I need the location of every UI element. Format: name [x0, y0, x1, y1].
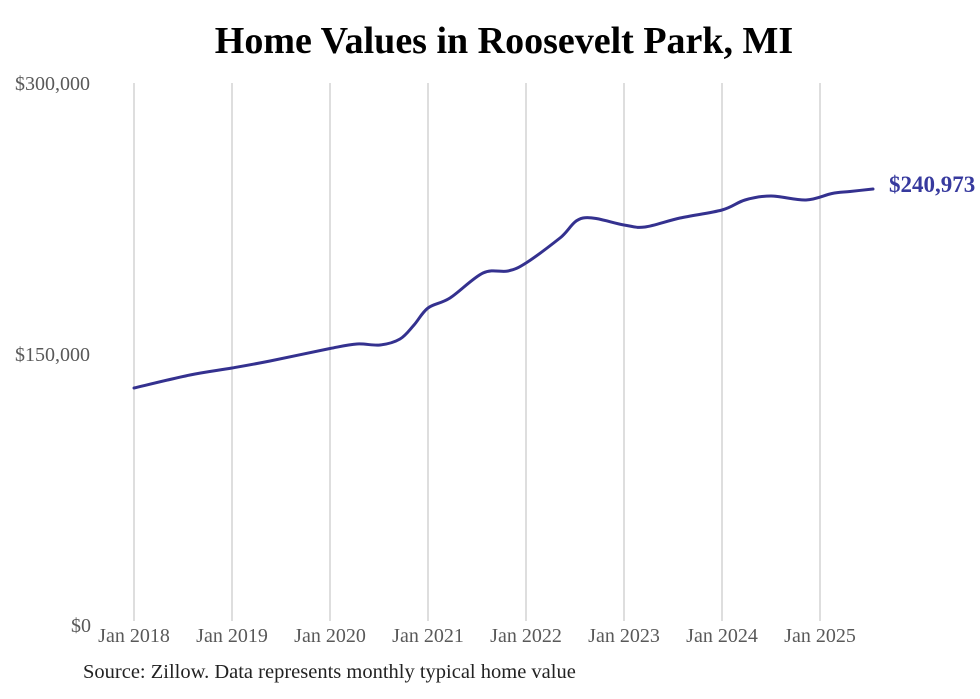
- svg-text:$300,000: $300,000: [15, 73, 90, 95]
- svg-text:$0: $0: [71, 615, 91, 637]
- svg-text:Jan 2018: Jan 2018: [98, 625, 170, 647]
- svg-text:Jan 2021: Jan 2021: [392, 625, 464, 647]
- svg-text:Jan 2025: Jan 2025: [784, 625, 856, 647]
- svg-text:$150,000: $150,000: [15, 344, 90, 366]
- svg-text:Jan 2023: Jan 2023: [588, 625, 660, 647]
- svg-text:Jan 2022: Jan 2022: [490, 625, 562, 647]
- svg-text:Jan 2019: Jan 2019: [196, 625, 268, 647]
- svg-text:Jan 2020: Jan 2020: [294, 625, 366, 647]
- svg-text:Jan 2024: Jan 2024: [686, 625, 758, 647]
